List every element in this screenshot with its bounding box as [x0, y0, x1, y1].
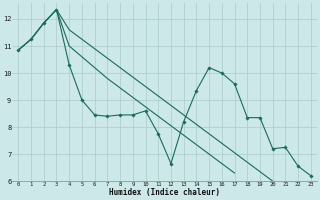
X-axis label: Humidex (Indice chaleur): Humidex (Indice chaleur) — [109, 188, 220, 197]
